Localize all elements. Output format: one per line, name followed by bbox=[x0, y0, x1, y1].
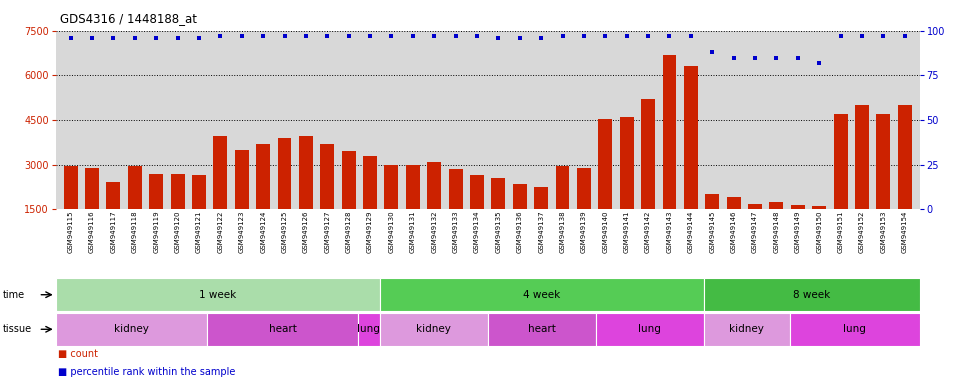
Bar bbox=[598, 119, 612, 209]
Bar bbox=[342, 151, 355, 209]
Bar bbox=[149, 174, 163, 209]
Bar bbox=[128, 166, 142, 209]
Bar bbox=[380, 278, 704, 311]
Bar bbox=[620, 117, 634, 209]
Bar bbox=[727, 197, 740, 209]
Text: 4 week: 4 week bbox=[523, 290, 561, 300]
Text: tissue: tissue bbox=[3, 324, 32, 334]
Bar bbox=[277, 138, 292, 209]
Bar bbox=[662, 55, 677, 209]
Text: 8 week: 8 week bbox=[793, 290, 830, 300]
Bar bbox=[898, 105, 912, 209]
Bar bbox=[577, 168, 590, 209]
Text: ■ count: ■ count bbox=[58, 349, 98, 359]
Bar bbox=[171, 174, 184, 209]
Bar bbox=[63, 166, 78, 209]
Bar bbox=[513, 184, 527, 209]
Bar bbox=[256, 144, 270, 209]
Bar bbox=[107, 182, 120, 209]
Bar bbox=[595, 313, 704, 346]
Bar bbox=[56, 278, 380, 311]
Bar bbox=[207, 313, 358, 346]
Bar bbox=[770, 202, 783, 209]
Bar bbox=[56, 313, 207, 346]
Bar bbox=[213, 136, 228, 209]
Text: GDS4316 / 1448188_at: GDS4316 / 1448188_at bbox=[60, 12, 197, 25]
Text: lung: lung bbox=[638, 324, 661, 334]
Text: heart: heart bbox=[269, 324, 297, 334]
Text: time: time bbox=[3, 290, 25, 300]
Bar bbox=[704, 313, 790, 346]
Bar bbox=[235, 150, 249, 209]
Bar bbox=[192, 175, 205, 209]
Bar bbox=[427, 162, 442, 209]
Text: lung: lung bbox=[357, 324, 380, 334]
Bar bbox=[406, 165, 420, 209]
Bar bbox=[748, 204, 762, 209]
Bar bbox=[791, 205, 804, 209]
Text: kidney: kidney bbox=[417, 324, 451, 334]
Bar bbox=[684, 66, 698, 209]
Bar bbox=[358, 313, 380, 346]
Bar bbox=[492, 178, 505, 209]
Bar bbox=[790, 313, 920, 346]
Bar bbox=[380, 313, 488, 346]
Bar bbox=[321, 144, 334, 209]
Text: 1 week: 1 week bbox=[199, 290, 236, 300]
Text: lung: lung bbox=[844, 324, 866, 334]
Text: kidney: kidney bbox=[114, 324, 149, 334]
Bar bbox=[534, 187, 548, 209]
Bar bbox=[833, 114, 848, 209]
Bar bbox=[812, 206, 827, 209]
Bar bbox=[876, 114, 890, 209]
Text: heart: heart bbox=[528, 324, 556, 334]
Text: ■ percentile rank within the sample: ■ percentile rank within the sample bbox=[58, 367, 235, 377]
Bar bbox=[556, 166, 569, 209]
Bar bbox=[299, 136, 313, 209]
Bar bbox=[363, 156, 377, 209]
Bar bbox=[641, 99, 655, 209]
Bar bbox=[385, 165, 398, 209]
Text: kidney: kidney bbox=[730, 324, 764, 334]
Bar bbox=[706, 194, 719, 209]
Bar bbox=[85, 168, 99, 209]
Bar bbox=[704, 278, 920, 311]
Bar bbox=[448, 169, 463, 209]
Bar bbox=[488, 313, 595, 346]
Bar bbox=[855, 105, 869, 209]
Bar bbox=[470, 175, 484, 209]
